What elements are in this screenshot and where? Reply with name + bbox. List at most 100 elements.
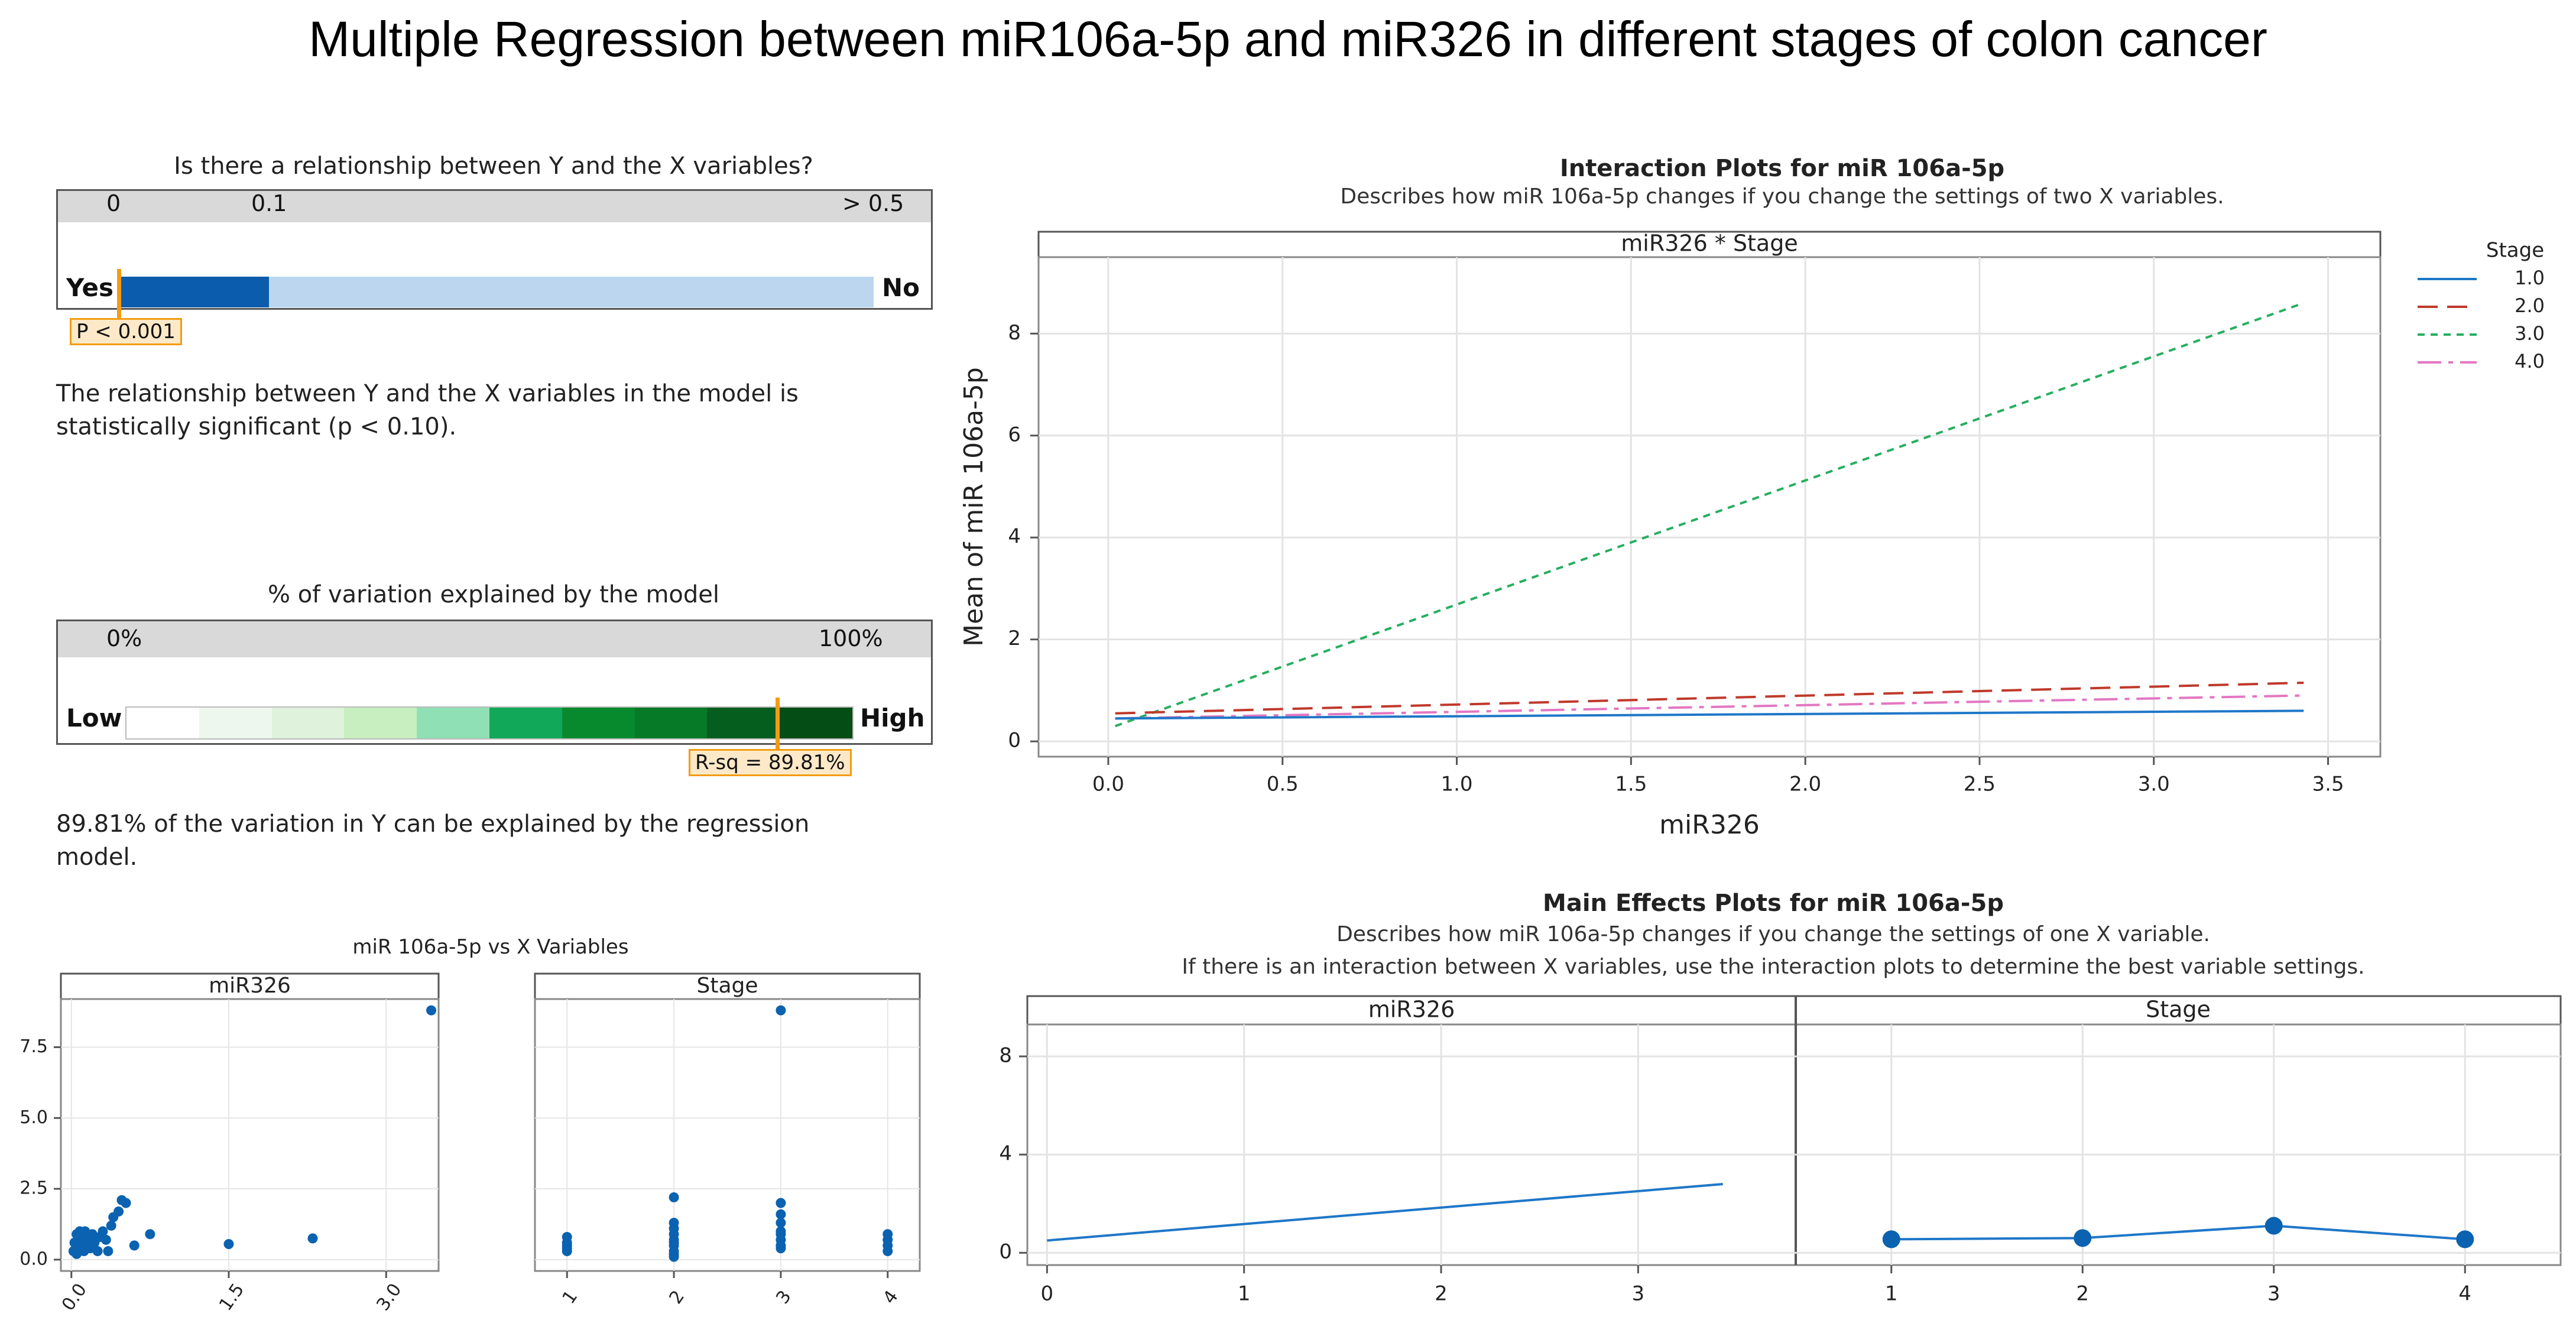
p-value-label: P < 0.001	[70, 318, 182, 345]
scatter-x-tick-label: 3	[772, 1287, 796, 1308]
scatter-point-stage	[562, 1232, 572, 1242]
scatter-point-mir326	[100, 1234, 111, 1245]
interaction-y-tick-label: 0	[1008, 729, 1021, 753]
scatter-y-tick-label: 2.5	[20, 1178, 48, 1199]
scatter-point-mir326	[106, 1220, 116, 1231]
interaction-series-line-stage-1.0	[1115, 709, 2304, 720]
interaction-y-axis-label: Mean of miR 106a-5p	[959, 367, 989, 647]
interaction-x-tick-label: 1.5	[1615, 773, 1647, 796]
var-low-label: Low	[66, 703, 122, 732]
interaction-legend-label-stage-1.0: 1.0	[2515, 267, 2545, 289]
interaction-x-tick-label: 3.0	[2138, 773, 2170, 796]
main-effects-x-tick-label: 1	[1885, 1282, 1898, 1306]
main-effects-x-tick-label: 2	[1435, 1282, 1448, 1306]
scatter-point-mir326	[426, 1005, 437, 1016]
scatter-point-stage	[776, 1218, 786, 1228]
scatter-title: miR 106a-5p vs X Variables	[352, 935, 629, 959]
interaction-legend-title: Stage	[2486, 239, 2544, 262]
main-effects-point-stage	[2264, 1217, 2283, 1235]
interaction-y-tick-label: 6	[1008, 423, 1021, 446]
var-scale-0: 0%	[106, 625, 142, 651]
scatter-plot-frame-1	[534, 998, 921, 1272]
scatter-x-tick-label: 1	[559, 1287, 582, 1308]
main-effects-y-tick-label: 8	[999, 1043, 1012, 1067]
main-effects-line-mir326	[1047, 1182, 1723, 1242]
main-effects-facet-label-1: Stage	[2146, 997, 2211, 1023]
main-effects-x-tick-label: 2	[2076, 1282, 2089, 1306]
sig-marker	[117, 269, 121, 322]
scatter-facet-label-1: Stage	[696, 974, 758, 998]
main-effects-subtitle-2: If there is an interaction between X var…	[1182, 955, 2365, 979]
scatter-point-stage	[776, 1240, 786, 1251]
scatter-x-tick-label: 0.0	[58, 1280, 91, 1315]
scatter-point-stage	[776, 1209, 786, 1220]
scatter-point-stage	[669, 1218, 679, 1228]
main-effects-subtitle-1: Describes how miR 106a-5p changes if you…	[1336, 922, 2210, 946]
scatter-point-stage	[776, 1005, 786, 1016]
main-effects-x-tick-label: 3	[2267, 1282, 2280, 1306]
scatter-y-tick-label: 0.0	[20, 1249, 48, 1269]
interaction-series-line-stage-3.0	[1115, 301, 2304, 728]
main-effects-y-tick-label: 0	[999, 1240, 1012, 1264]
scatter-point-mir326	[92, 1246, 103, 1256]
interaction-x-axis-label: miR326	[1659, 810, 1760, 840]
main-effects-y-tick-label: 4	[999, 1142, 1012, 1166]
scatter-x-tick-label: 2	[665, 1287, 689, 1308]
scatter-y-tick-label: 5.0	[20, 1107, 48, 1128]
interaction-legend-label-stage-3.0: 3.0	[2515, 322, 2545, 345]
interaction-x-tick-label: 1.0	[1441, 773, 1472, 796]
scatter-x-tick-label: 3.0	[372, 1280, 405, 1315]
scatter-x-tick-label: 1.5	[215, 1280, 248, 1315]
var-high-label: High	[860, 703, 925, 732]
interaction-title: Interaction Plots for miR 106a-5p	[1559, 155, 2005, 182]
page-title: Multiple Regression between miR106a-5p a…	[309, 11, 2267, 67]
scatter-point-mir326	[223, 1238, 234, 1249]
scatter-y-tick-label: 7.5	[20, 1036, 48, 1057]
variation-gradient-bar	[125, 706, 854, 740]
sig-bar-dark	[118, 277, 269, 307]
interaction-x-tick-label: 0.0	[1092, 773, 1124, 796]
scatter-point-mir326	[103, 1246, 113, 1256]
scatter-point-stage	[669, 1237, 679, 1248]
variation-description: 89.81% of the variation in Y can be expl…	[56, 810, 810, 871]
main-effects-point-stage	[2456, 1230, 2474, 1249]
variation-title: % of variation explained by the model	[267, 581, 720, 608]
scatter-plot-frame-0	[60, 998, 440, 1272]
significance-title: Is there a relationship between Y and th…	[174, 153, 813, 180]
main-effects-x-tick-label: 0	[1041, 1282, 1054, 1306]
interaction-series-line-stage-2.0	[1115, 681, 2304, 715]
variation-scale-header	[56, 620, 933, 661]
interaction-series-line-stage-4.0	[1115, 694, 2304, 720]
sig-bar-light	[268, 277, 874, 307]
scatter-point-mir326	[121, 1198, 131, 1208]
sig-no-label: No	[882, 273, 920, 302]
scatter-point-stage	[776, 1229, 786, 1240]
scatter-point-stage	[669, 1249, 679, 1259]
interaction-legend-label-stage-4.0: 4.0	[2515, 350, 2545, 372]
interaction-y-tick-label: 8	[1008, 321, 1021, 345]
scatter-point-stage	[883, 1229, 893, 1240]
scatter-point-mir326	[145, 1229, 155, 1240]
var-scale-100: 100%	[819, 625, 883, 651]
main-effects-point-stage	[2074, 1229, 2092, 1247]
interaction-facet-header	[1037, 231, 2382, 258]
scatter-point-mir326	[307, 1233, 318, 1244]
main-effects-title: Main Effects Plots for miR 106a-5p	[1543, 890, 2004, 917]
interaction-x-tick-label: 0.5	[1267, 773, 1299, 796]
main-effects-x-tick-label: 4	[2458, 1282, 2471, 1306]
interaction-x-tick-label: 3.5	[2312, 773, 2344, 796]
scatter-point-mir326	[113, 1206, 124, 1217]
r-sq-marker	[775, 698, 780, 751]
interaction-legend-label-stage-2.0: 2.0	[2515, 294, 2545, 317]
r-sq-label: R-sq = 89.81%	[689, 749, 852, 776]
main-effects-facet-label-0: miR326	[1368, 997, 1455, 1023]
scatter-point-stage	[776, 1198, 786, 1208]
main-effects-facet-header	[1026, 995, 2562, 1026]
main-effects-x-tick-label: 3	[1632, 1282, 1645, 1306]
scatter-point-stage	[669, 1192, 679, 1202]
interaction-subtitle: Describes how miR 106a-5p changes if you…	[1340, 184, 2224, 209]
sig-scale-05: > 0.5	[842, 190, 904, 216]
interaction-facet-label: miR326 * Stage	[1621, 231, 1798, 257]
scatter-facet-label-0: miR326	[209, 974, 291, 998]
